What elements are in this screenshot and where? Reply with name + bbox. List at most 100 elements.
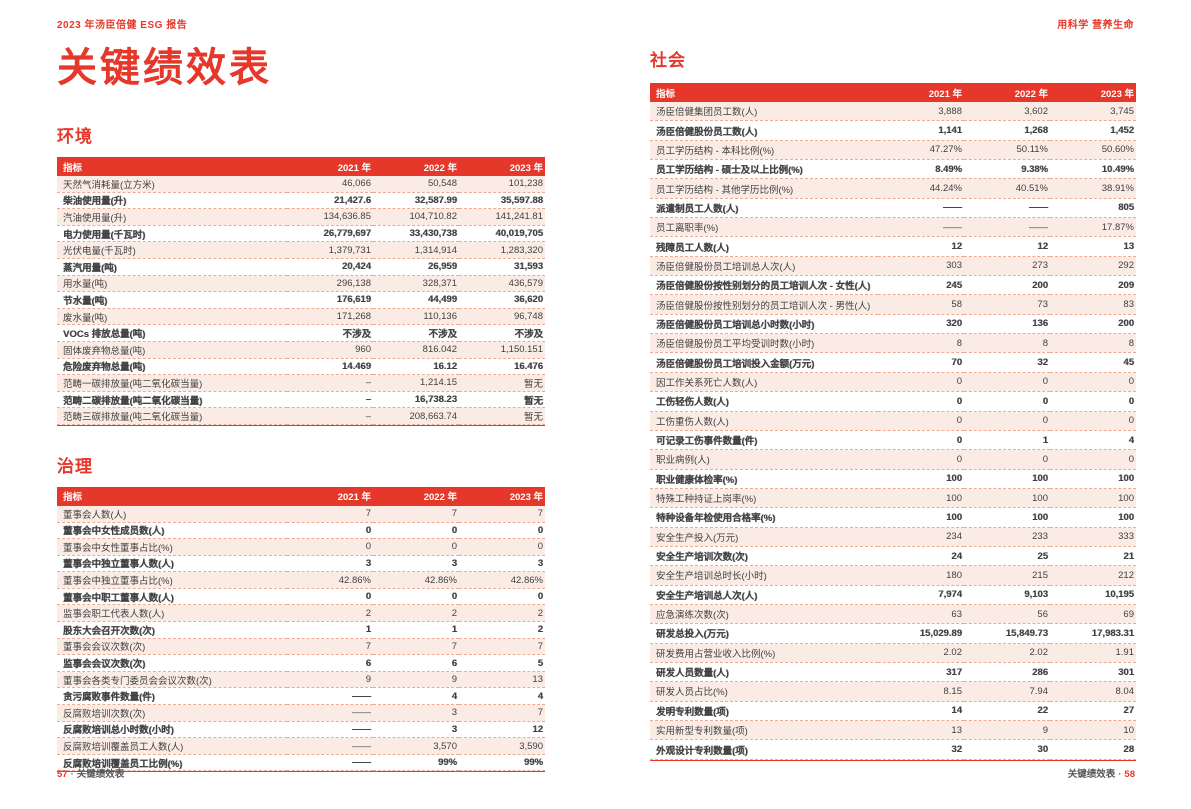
value-cell: ——: [943, 202, 962, 214]
table-row: 研发总投入(万元) 15,029.89 15,849.73 17,983.31: [650, 624, 1136, 644]
value-cell: 0: [365, 524, 371, 536]
row-label: 固体废弃物总量(吨): [63, 345, 146, 357]
value-cell: 273: [1032, 260, 1048, 272]
value-cell: 233: [1032, 531, 1048, 543]
value-cell: ——: [1029, 202, 1048, 214]
row-label: 蒸汽用量(吨): [63, 262, 117, 274]
row-label: 反腐败培训次数(次): [63, 708, 146, 720]
row-label: 柴油使用量(升): [63, 196, 127, 208]
table-row: 可记录工伤事件数量(件) 0 1 4: [650, 430, 1136, 450]
table-row: 董事会各类专门委员会会议次数(次) 9 9 13: [57, 671, 545, 688]
footer-label: 关键绩效表: [1067, 769, 1116, 780]
value-cell: 180: [946, 569, 962, 581]
value-cell: 3: [451, 707, 457, 719]
table-row: 安全生产培训总时长(小时) 180 215 212: [650, 565, 1136, 586]
value-cell: 805: [1118, 202, 1134, 214]
value-cell: 26,959: [427, 261, 457, 273]
footer-dot: ·: [1118, 769, 1122, 780]
table-row: 职业病例(人) 0 0 0: [650, 449, 1136, 470]
section-heading-social: 社会: [650, 51, 686, 70]
value-cell: 45: [1123, 357, 1134, 369]
column-header-year: 2022 年: [373, 486, 459, 506]
value-cell: 2.02: [1029, 647, 1049, 659]
row-label: 研发人员数量(人): [656, 668, 729, 680]
value-cell: 10,195: [1104, 589, 1134, 601]
table-header-row: 指标 2021 年 2022 年 2023 年: [57, 486, 545, 506]
table-row: 柴油使用量(升) 21,427.6 32,587.99 35,597.88: [57, 192, 545, 209]
value-cell: 0: [537, 591, 543, 603]
value-cell: 14.469: [341, 360, 371, 372]
row-label: 应急演练次数(次): [656, 610, 729, 622]
value-cell: 暂无: [523, 395, 543, 407]
table-row: 蒸汽用量(吨) 20,424 26,959 31,593: [57, 258, 545, 276]
table-row: 员工学历结构 - 其他学历比例(%) 44.24% 40.51% 38.91%: [650, 178, 1136, 199]
value-cell: 2.02: [943, 647, 963, 659]
value-cell: 2: [537, 607, 543, 619]
value-cell: –: [365, 410, 371, 422]
table-row: 汤臣倍健股份员工数(人) 1,141 1,268 1,452: [650, 121, 1136, 141]
governance-table: 指标 2021 年 2022 年 2023 年 董事会人数(人) 7 7 7 董事会中女性成员…: [57, 486, 545, 773]
row-label: 汤臣倍健股份员工培训总人次(人): [656, 261, 796, 273]
value-cell: 17,983.31: [1091, 627, 1134, 639]
value-cell: 73: [1037, 299, 1048, 311]
value-cell: ——: [1029, 221, 1048, 233]
table-row: 残障员工人数(人) 12 12 13: [650, 237, 1136, 257]
value-cell: –: [365, 394, 371, 406]
value-cell: 24: [951, 550, 962, 562]
value-cell: 12: [1037, 241, 1048, 253]
value-cell: 28: [1123, 744, 1134, 756]
footer-label: 关键绩效表: [76, 769, 125, 780]
value-cell: 328,371: [422, 277, 457, 289]
value-cell: 15,029.89: [919, 627, 962, 639]
value-cell: 301: [1118, 666, 1134, 678]
value-cell: 3,590: [519, 740, 543, 752]
value-cell: 3,570: [433, 740, 457, 752]
value-cell: 3: [537, 557, 543, 569]
value-cell: 2: [365, 607, 371, 619]
value-cell: 42.86%: [510, 574, 543, 586]
value-cell: 8.04: [1115, 685, 1135, 697]
row-label: 职业病例(人): [656, 455, 710, 467]
value-cell: 303: [946, 260, 962, 272]
page-header-left: 2023 年汤臣倍健 ESG 报告: [57, 20, 188, 31]
value-cell: 40.51%: [1015, 183, 1048, 195]
table-row: 员工学历结构 - 本科比例(%) 47.27% 50.11% 50.60%: [650, 140, 1136, 160]
value-cell: 200: [1032, 279, 1048, 291]
column-header-indicator: 指标: [650, 83, 878, 102]
row-label: 天然气消耗量(立方米): [63, 179, 155, 191]
table-row: 安全生产培训次数(次) 24 25 21: [650, 546, 1136, 566]
row-label: 因工作关系死亡人数(人): [656, 377, 758, 389]
table-row: VOCs 排放总量(吨) 不涉及 不涉及 不涉及: [57, 325, 545, 342]
table-header-row: 指标 2021 年 2022 年 2023 年: [57, 157, 545, 176]
value-cell: ——: [352, 707, 371, 719]
value-cell: 不涉及: [514, 329, 543, 341]
footer-dot: ·: [70, 769, 74, 780]
value-cell: 0: [1128, 453, 1134, 465]
row-label: 安全生产培训总时长(小时): [656, 571, 767, 583]
value-cell: 99%: [437, 757, 457, 769]
table-row: 汤臣倍健集团员工数(人) 3,888 3,602 3,745: [650, 102, 1136, 121]
value-cell: 38.91%: [1101, 183, 1134, 195]
table-row: 汤臣倍健股份员工平均受训时数(小时) 8 8 8: [650, 333, 1136, 353]
value-cell: 0: [537, 541, 543, 553]
value-cell: 50.11%: [1016, 144, 1048, 156]
table-row: 董事会中职工董事人数(人) 0 0 0: [57, 588, 545, 605]
value-cell: 50.60%: [1101, 144, 1134, 156]
column-header-year: 2023 年: [459, 486, 545, 506]
row-label: 汽油使用量(升): [63, 212, 127, 224]
table-row: 汤臣倍健股份员工培训总小时数(小时) 320 136 200: [650, 314, 1136, 334]
row-label: 派遣制员工人数(人): [656, 203, 739, 215]
row-label: 研发人员占比(%): [656, 687, 728, 699]
row-label: 员工离职率(%): [656, 223, 719, 235]
row-label: 废水量(吨): [63, 312, 108, 324]
value-cell: 40,019,705: [495, 228, 543, 240]
column-header-indicator: 指标: [57, 486, 287, 506]
row-label: 工伤轻伤人数(人): [656, 397, 729, 409]
value-cell: 317: [946, 666, 962, 678]
row-label: 范畴三碳排放量(吨二氧化碳当量): [63, 412, 203, 424]
value-cell: 8: [956, 337, 962, 349]
value-cell: 100: [1032, 492, 1048, 504]
value-cell: 1,452: [1110, 125, 1134, 137]
row-label: 董事会各类专门委员会会议次数(次): [63, 675, 212, 687]
row-label: 反腐败培训总小时数(小时): [63, 725, 174, 737]
